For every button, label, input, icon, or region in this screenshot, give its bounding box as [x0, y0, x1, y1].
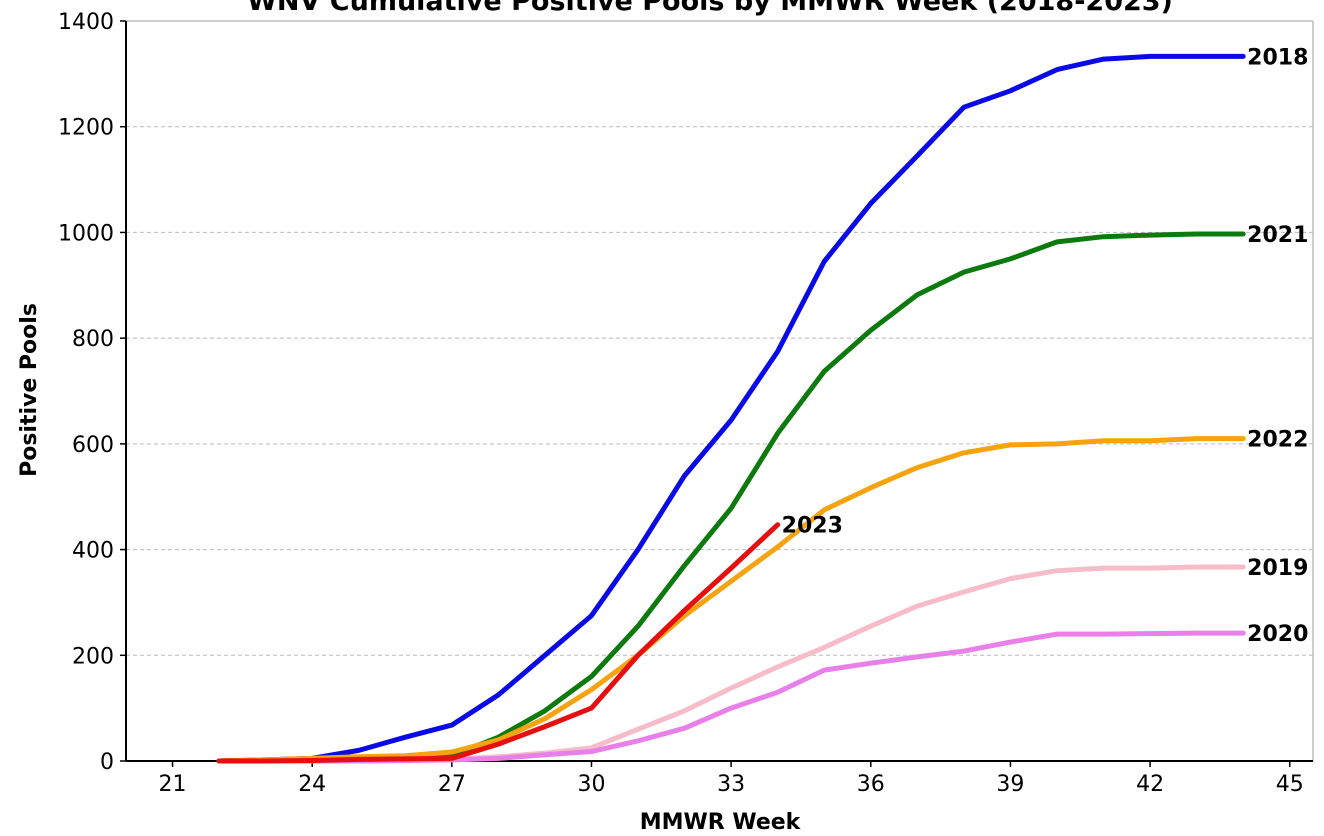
y-tick-label-600: 600	[72, 433, 114, 458]
y-tick-label-0: 0	[100, 750, 114, 775]
x-tick-label-27: 27	[438, 772, 466, 797]
series-line-2021	[216, 231, 1246, 764]
series-line-2018	[216, 53, 1246, 764]
y-tick-label-1200: 1200	[58, 116, 114, 141]
series-labels: 2019 2020 2018 2021 2022 2023	[782, 45, 1309, 647]
x-tick-label-45: 45	[1276, 772, 1304, 797]
x-axis-label: MMWR Week	[640, 810, 802, 835]
series-line-2020	[216, 630, 1246, 764]
y-tick-label-800: 800	[72, 327, 114, 352]
y-tick-label-1400: 1400	[58, 10, 114, 35]
x-tick-label-39: 39	[996, 772, 1024, 797]
x-tick-label-33: 33	[717, 772, 745, 797]
x-tick-label-36: 36	[857, 772, 885, 797]
series-line-2019	[216, 564, 1246, 764]
y-tick-label-200: 200	[72, 644, 114, 669]
series-label-2023: 2023	[782, 514, 843, 539]
y-axis-label: Positive Pools	[17, 303, 42, 477]
series-line-2023	[216, 522, 781, 764]
y-tick-label-400: 400	[72, 539, 114, 564]
y-tick-label-1000: 1000	[58, 221, 114, 246]
series-lines	[216, 53, 1246, 764]
series-label-2021: 2021	[1247, 223, 1308, 248]
series-label-2019: 2019	[1247, 556, 1308, 581]
series-line-2022	[216, 436, 1246, 764]
chart-title: WNV Cumulative Positive Pools by MMWR We…	[247, 0, 1173, 17]
x-tick-label-42: 42	[1136, 772, 1164, 797]
grid-lines	[126, 20, 1313, 656]
series-label-2018: 2018	[1247, 45, 1308, 70]
axes: 0 200 400 600 800 1000 1200 1400 21 24 27 30 33 36 39 4…	[58, 10, 1314, 797]
x-tick-label-30: 30	[577, 772, 605, 797]
series-label-2022: 2022	[1247, 428, 1308, 453]
series-label-2020: 2020	[1247, 622, 1308, 647]
x-tick-label-21: 21	[159, 772, 187, 797]
x-tick-label-24: 24	[298, 772, 326, 797]
